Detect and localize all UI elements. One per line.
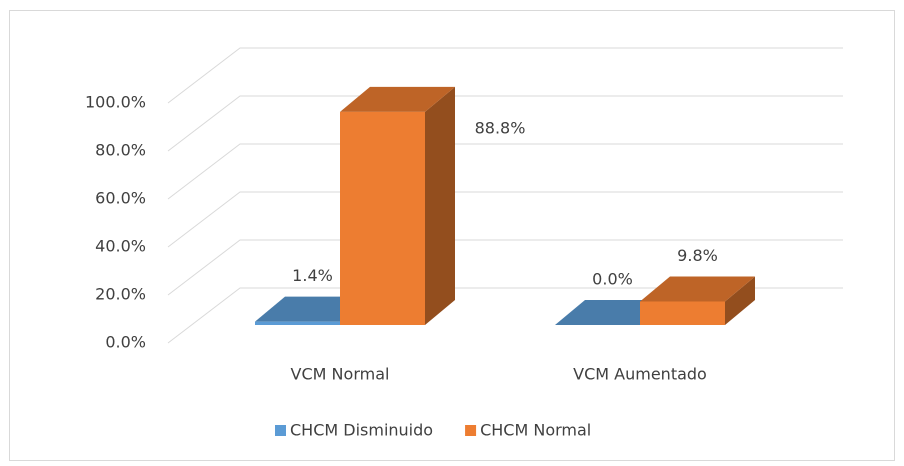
y-tick-label: 40.0% xyxy=(95,237,146,256)
bar xyxy=(640,301,725,325)
x-tick-label: VCM Normal xyxy=(291,365,390,384)
x-tick-label: VCM Aumentado xyxy=(573,365,707,384)
bar-top xyxy=(340,86,455,112)
data-label: 0.0% xyxy=(592,270,633,289)
y-tick-label: 80.0% xyxy=(95,141,146,160)
y-tick-label: 100.0% xyxy=(85,93,146,112)
grid-line xyxy=(167,191,843,248)
legend-label: CHCM Normal xyxy=(480,421,591,440)
grid-line xyxy=(167,287,843,344)
bar-side xyxy=(425,86,455,325)
data-label: 1.4% xyxy=(292,266,333,285)
y-tick-label: 20.0% xyxy=(95,285,146,304)
data-label: 88.8% xyxy=(475,118,526,137)
y-tick-label: 0.0% xyxy=(105,333,146,352)
bar-side xyxy=(725,276,755,325)
y-tick-label: 60.0% xyxy=(95,189,146,208)
bar xyxy=(340,111,425,325)
grid-line xyxy=(167,47,843,104)
legend-label: CHCM Disminuido xyxy=(290,421,433,440)
grid-line xyxy=(167,143,843,200)
legend-swatch xyxy=(275,425,286,436)
legend-swatch xyxy=(465,425,477,436)
grid-line xyxy=(167,239,843,296)
bar xyxy=(255,321,340,325)
bar-top xyxy=(640,276,755,302)
data-label: 9.8% xyxy=(677,246,718,265)
grid-line xyxy=(167,95,843,152)
